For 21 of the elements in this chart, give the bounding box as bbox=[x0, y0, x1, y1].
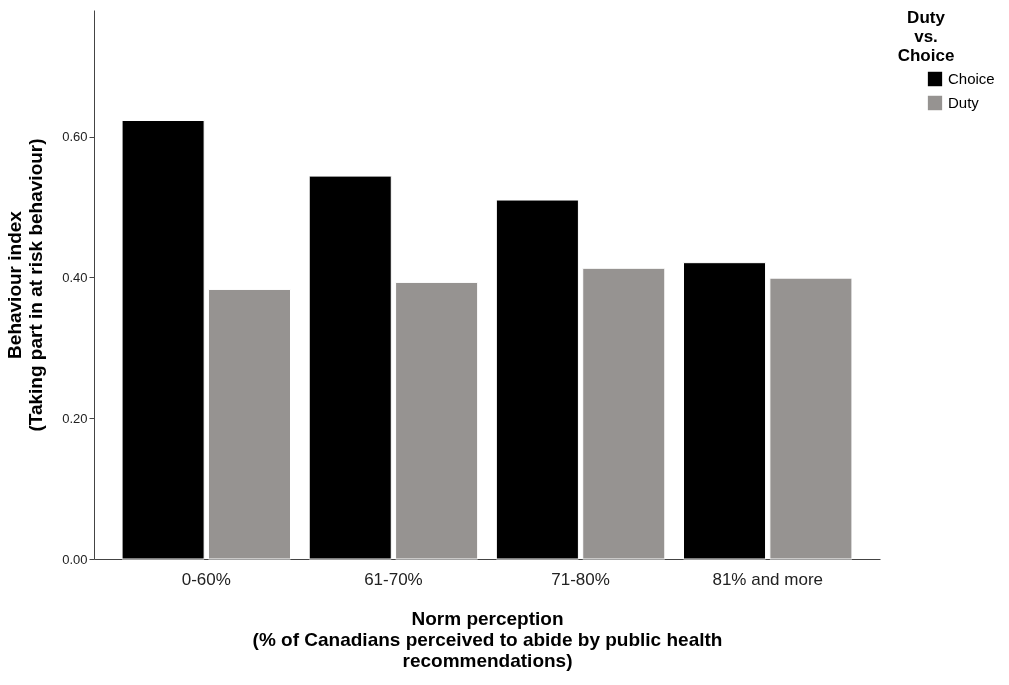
x-tick-label: 81% and more bbox=[712, 569, 823, 589]
bar bbox=[769, 277, 853, 560]
legend-title: Duty vs. Choice bbox=[897, 8, 955, 65]
bar bbox=[495, 199, 579, 560]
bar bbox=[582, 267, 666, 560]
bar bbox=[683, 262, 767, 560]
bar bbox=[207, 288, 291, 560]
y-axis-title: Behaviour index (Taking part in at risk behaviour) bbox=[4, 138, 47, 432]
y-tick-label: 0.40 bbox=[62, 269, 88, 285]
bar bbox=[395, 281, 479, 560]
legend-label: Duty bbox=[948, 94, 980, 111]
x-axis-title: Norm perception (% of Canadians perceived to abide by public health recommendations) bbox=[252, 607, 723, 671]
bar bbox=[308, 175, 392, 560]
bar bbox=[121, 120, 205, 560]
legend-label: Choice bbox=[948, 70, 995, 87]
y-tick-label: 0.20 bbox=[62, 410, 88, 426]
x-tick-label: 71-80% bbox=[551, 569, 610, 589]
y-tick-label: 0.60 bbox=[62, 129, 88, 145]
x-tick-label: 0-60% bbox=[181, 569, 231, 589]
x-tick-label: 61-70% bbox=[364, 569, 423, 589]
y-tick-label: 0.00 bbox=[62, 551, 88, 567]
